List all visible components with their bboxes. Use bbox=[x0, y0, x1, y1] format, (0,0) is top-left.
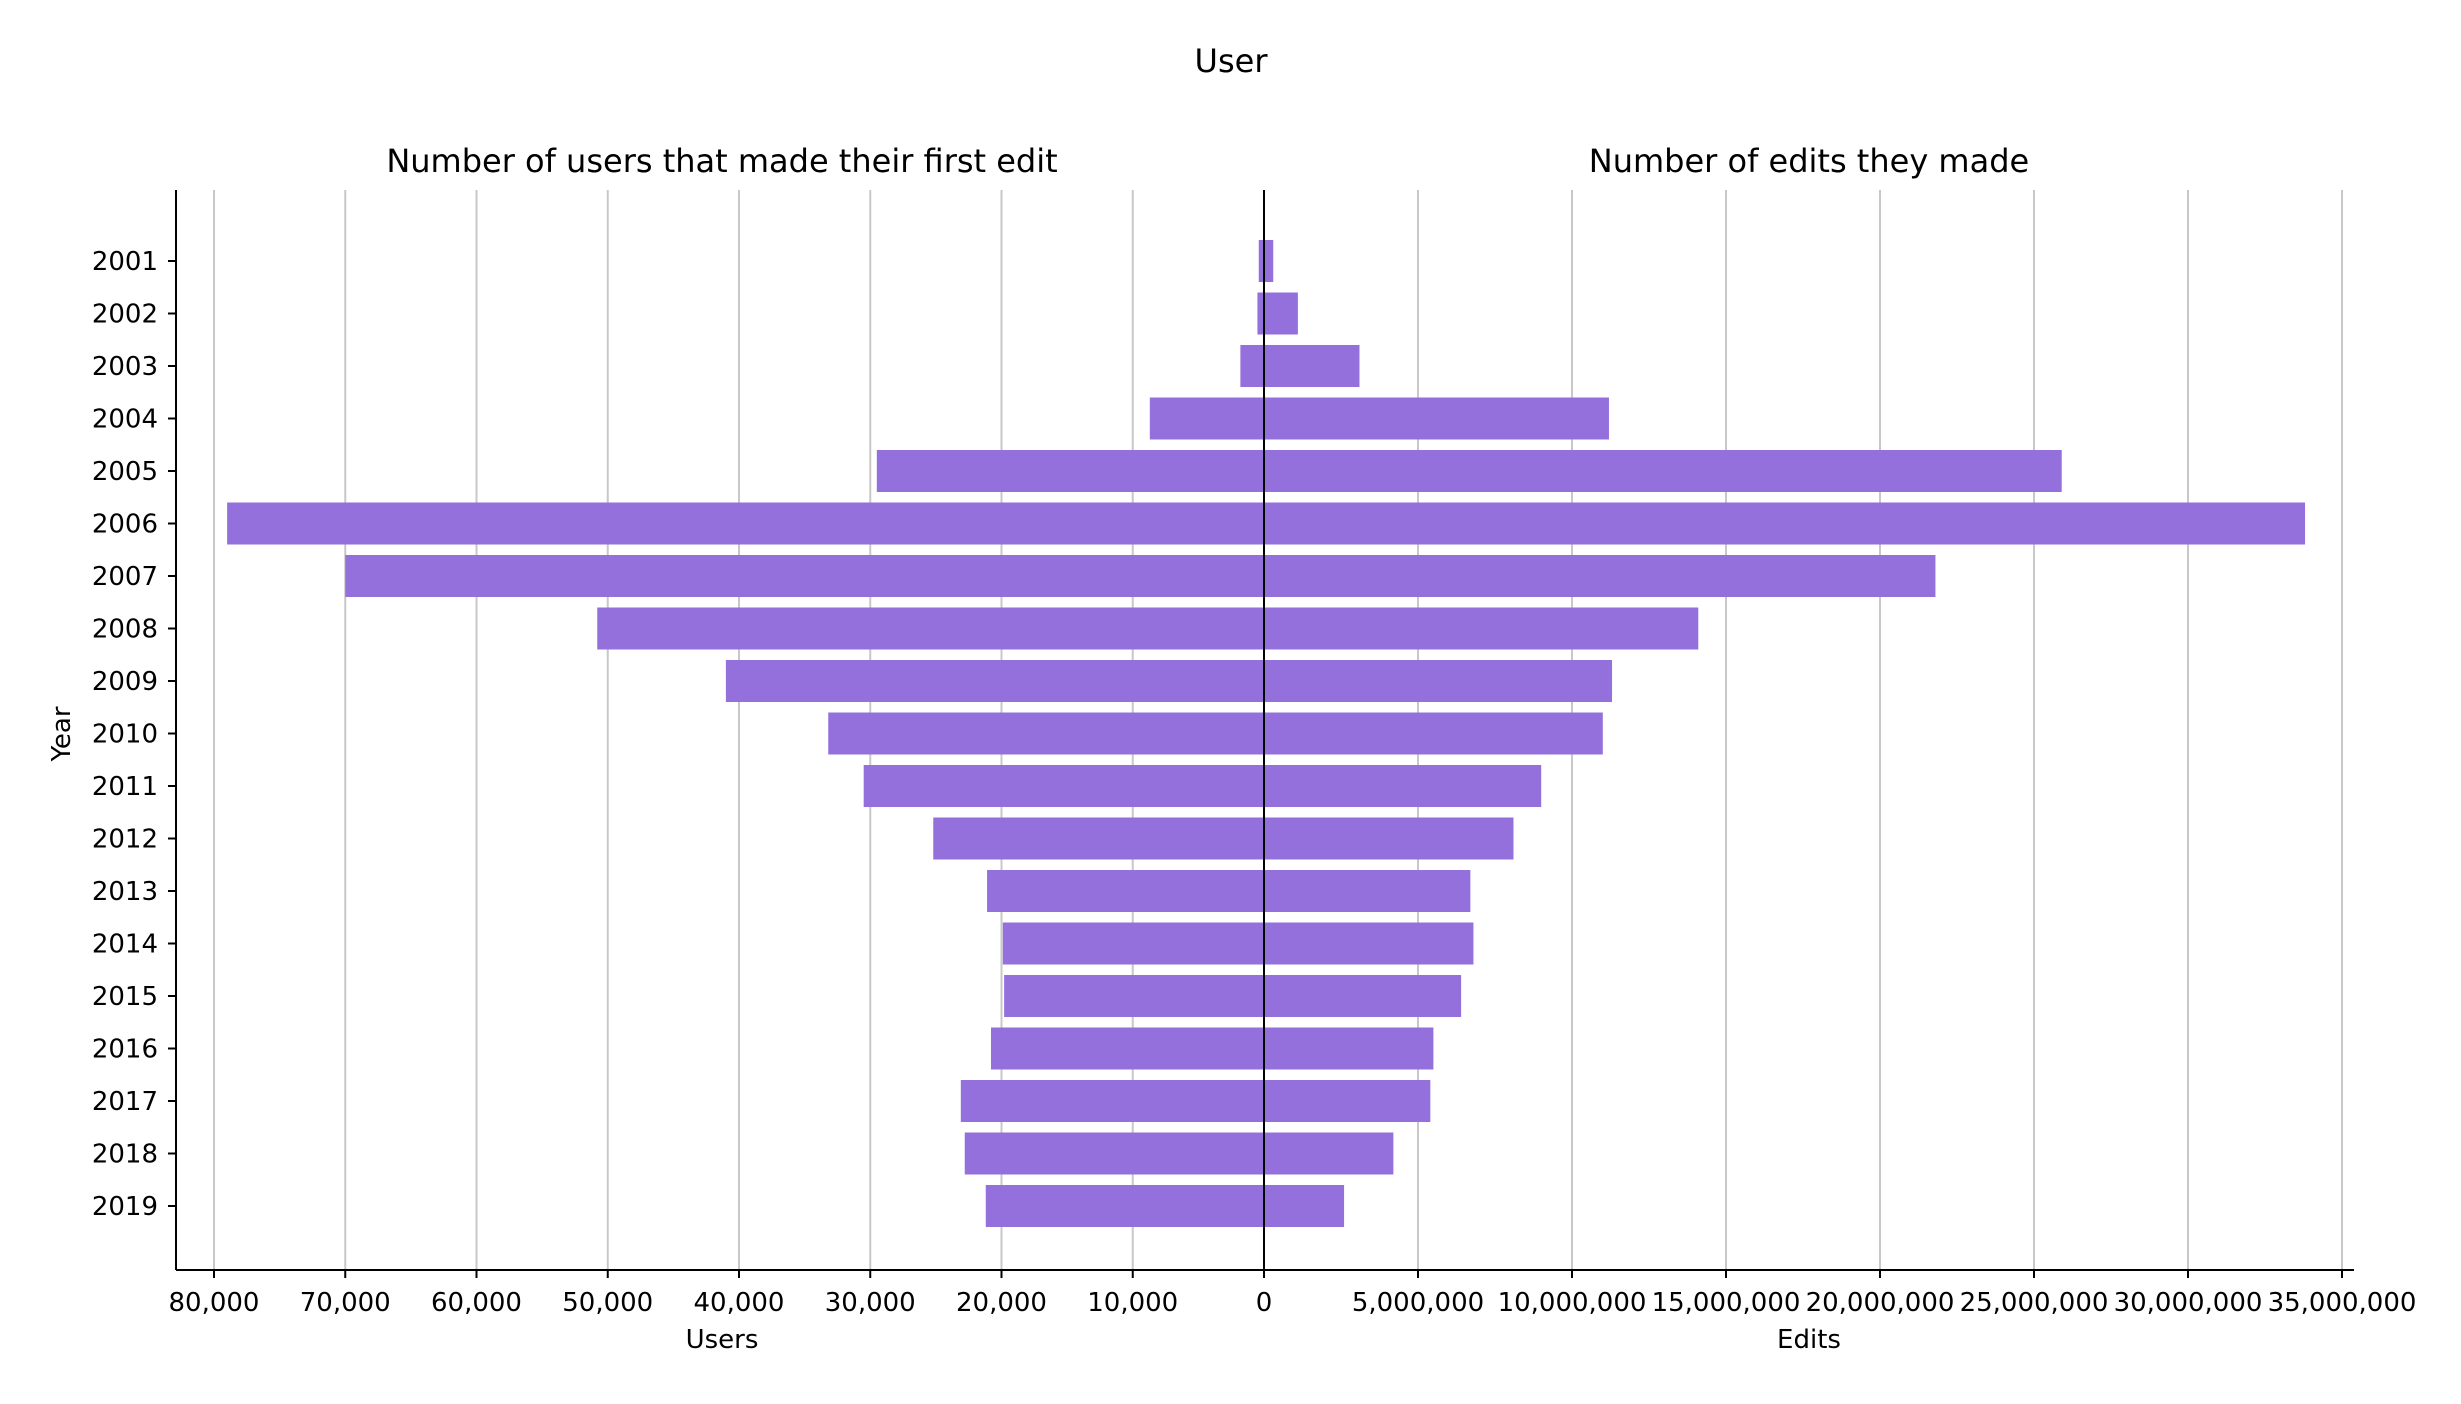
y-tick-label: 2001 bbox=[92, 247, 158, 277]
left-bar bbox=[828, 712, 1264, 755]
left-x-tick-label: 40,000 bbox=[694, 1288, 785, 1318]
y-tick-label: 2015 bbox=[92, 982, 158, 1012]
right-bar bbox=[1264, 555, 1936, 597]
left-bar bbox=[345, 555, 1264, 597]
right-bar bbox=[1264, 712, 1603, 755]
right-x-tick-label: 25,000,000 bbox=[1960, 1288, 2109, 1318]
right-bar bbox=[1264, 292, 1298, 335]
right-bar bbox=[1264, 345, 1360, 387]
left-bar bbox=[1257, 292, 1264, 335]
left-x-tick-label: 50,000 bbox=[562, 1288, 653, 1318]
left-bar bbox=[933, 817, 1264, 860]
left-x-tick-label: 20,000 bbox=[956, 1288, 1047, 1318]
y-tick-label: 2006 bbox=[92, 510, 158, 540]
y-tick-label: 2012 bbox=[92, 825, 158, 855]
right-bar bbox=[1264, 607, 1699, 650]
left-bar bbox=[597, 607, 1264, 650]
right-x-tick-label: 35,000,000 bbox=[2268, 1288, 2417, 1318]
y-tick-label: 2003 bbox=[92, 352, 158, 382]
right-bar bbox=[1264, 240, 1274, 282]
right-bar bbox=[1264, 660, 1613, 702]
right-bar bbox=[1264, 1185, 1345, 1227]
y-tick-label: 2016 bbox=[92, 1035, 158, 1065]
y-tick-label: 2008 bbox=[92, 615, 158, 645]
right-bar bbox=[1264, 922, 1474, 965]
y-axis-label: Year bbox=[47, 706, 77, 762]
left-bar bbox=[960, 1080, 1264, 1122]
y-tick-label: 2007 bbox=[92, 562, 158, 592]
y-tick-label: 2009 bbox=[92, 667, 158, 697]
left-x-tick-label: 60,000 bbox=[431, 1288, 522, 1318]
y-tick-label: 2017 bbox=[92, 1087, 158, 1117]
left-bar bbox=[1149, 397, 1264, 440]
left-bar bbox=[876, 450, 1264, 492]
y-tick-label: 2011 bbox=[92, 772, 158, 802]
left-x-tick-label: 70,000 bbox=[300, 1288, 391, 1318]
left-x-tick-label: 10,000 bbox=[1087, 1288, 1178, 1318]
right-x-tick-label: 15,000,000 bbox=[1652, 1288, 1801, 1318]
right-bar bbox=[1264, 1132, 1394, 1175]
right-x-tick-label: 10,000,000 bbox=[1498, 1288, 1647, 1318]
right-x-tick-label: 30,000,000 bbox=[2114, 1288, 2263, 1318]
left-x-axis-label: Users bbox=[686, 1325, 759, 1355]
left-bar bbox=[1002, 922, 1264, 965]
right-bar bbox=[1264, 1080, 1431, 1122]
right-x-tick-label: 5,000,000 bbox=[1352, 1288, 1484, 1318]
bars bbox=[227, 240, 2306, 1227]
right-bar bbox=[1264, 450, 2062, 492]
y-tick-label: 2004 bbox=[92, 405, 158, 435]
y-tick-label: 2019 bbox=[92, 1192, 158, 1222]
y-tick-label: 2013 bbox=[92, 877, 158, 907]
left-bar bbox=[863, 765, 1264, 807]
left-bar bbox=[1240, 345, 1264, 387]
left-x-tick-label: 80,000 bbox=[169, 1288, 260, 1318]
tick-labels: 2001 2002 2003 2004 2005 2006 2007 2008 2009 2010… bbox=[92, 247, 2417, 1318]
right-bar bbox=[1264, 975, 1462, 1017]
left-x-tick-label: 30,000 bbox=[825, 1288, 916, 1318]
right-subtitle: Number of edits they made bbox=[1589, 142, 2029, 180]
right-bar bbox=[1264, 397, 1609, 440]
axes bbox=[168, 190, 2354, 1278]
y-tick-label: 2014 bbox=[92, 930, 158, 960]
left-bar bbox=[991, 1027, 1264, 1070]
y-tick-label: 2018 bbox=[92, 1140, 158, 1170]
left-bar bbox=[1258, 240, 1264, 282]
right-bar bbox=[1264, 765, 1542, 807]
y-tick-label: 2010 bbox=[92, 720, 158, 750]
right-bar bbox=[1264, 502, 2306, 545]
left-bar bbox=[725, 660, 1264, 702]
left-subtitle: Number of users that made their first ed… bbox=[386, 142, 1057, 180]
left-bar bbox=[1004, 975, 1264, 1017]
right-bar bbox=[1264, 817, 1514, 860]
left-bar bbox=[227, 502, 1264, 545]
left-bar bbox=[987, 870, 1264, 912]
right-x-tick-label: 20,000,000 bbox=[1806, 1288, 1955, 1318]
y-tick-label: 2002 bbox=[92, 300, 158, 330]
right-bar bbox=[1264, 870, 1471, 912]
y-tick-label: 2005 bbox=[92, 457, 158, 487]
right-bar bbox=[1264, 1027, 1434, 1070]
grid-lines bbox=[213, 190, 2343, 1270]
chart-title: User bbox=[1195, 42, 1269, 80]
right-x-axis-label: Edits bbox=[1777, 1325, 1841, 1355]
left-x-tick-label: 0 bbox=[1256, 1288, 1273, 1318]
left-bar bbox=[964, 1132, 1264, 1175]
left-bar bbox=[985, 1185, 1264, 1227]
